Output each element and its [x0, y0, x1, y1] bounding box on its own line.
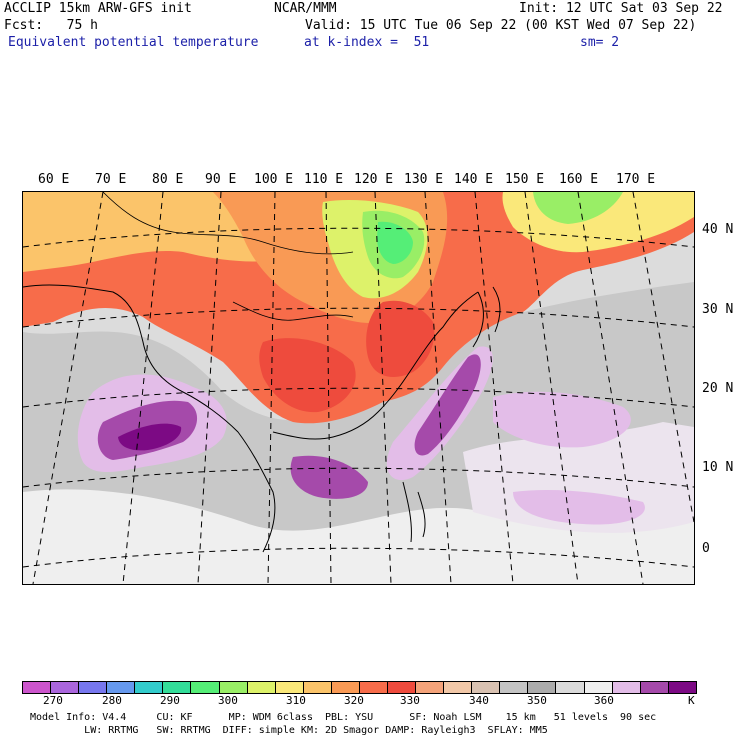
- philippines-coastline: [402, 481, 426, 543]
- lon-label: 130 E: [404, 172, 444, 187]
- scale-tick: 270: [43, 694, 63, 707]
- coastline: [23, 284, 479, 553]
- lon-label: 140 E: [454, 172, 494, 187]
- scale-tick: 360: [594, 694, 614, 707]
- color-swatch: [51, 682, 80, 693]
- color-swatch: [247, 682, 276, 693]
- color-swatch: [191, 682, 220, 693]
- lavender-field: [513, 490, 645, 525]
- scale-tick: 280: [102, 694, 122, 707]
- model-title: ACCLIP 15km ARW-GFS init: [4, 1, 192, 16]
- lon-label: 60 E: [38, 172, 70, 187]
- green-field: [533, 192, 623, 224]
- lat-label: 40 N: [702, 222, 734, 237]
- scale-tick: 350: [527, 694, 547, 707]
- country-border: [102, 192, 354, 321]
- lon-label: 100 E: [254, 172, 294, 187]
- color-scale-bar: [22, 681, 697, 694]
- color-swatch: [219, 682, 248, 693]
- institution-label: NCAR/MMM: [274, 1, 337, 16]
- smoothing-label: sm= 2: [580, 35, 620, 50]
- color-swatch: [135, 682, 164, 693]
- scale-tick: 300: [218, 694, 238, 707]
- color-swatch: [303, 682, 332, 693]
- green-field: [377, 221, 413, 264]
- graticule: [23, 192, 694, 584]
- red-field: [259, 338, 356, 413]
- lat-label: 0: [702, 541, 710, 556]
- lon-label: 110 E: [304, 172, 344, 187]
- model-info-line2: LW: RRTMG SW: RRTMG DIFF: simple KM: 2D …: [30, 725, 548, 736]
- japan-coastline: [472, 286, 501, 348]
- purple-field: [290, 455, 368, 499]
- lon-label: 80 E: [152, 172, 184, 187]
- color-swatch: [163, 682, 192, 693]
- color-swatch: [556, 682, 585, 693]
- lavender-field: [493, 391, 631, 448]
- scale-tick: 320: [344, 694, 364, 707]
- color-swatch: [107, 682, 136, 693]
- scale-tick: 310: [286, 694, 306, 707]
- color-swatch: [388, 682, 417, 693]
- color-swatch: [79, 682, 108, 693]
- color-swatch: [23, 682, 52, 693]
- lon-label: 70 E: [95, 172, 127, 187]
- lon-label: 160 E: [559, 172, 599, 187]
- scale-tick: 340: [469, 694, 489, 707]
- scale-unit: K: [688, 694, 695, 707]
- color-swatch: [640, 682, 669, 693]
- purple-field: [414, 354, 481, 456]
- dark-purple-field: [118, 423, 182, 451]
- color-swatch: [331, 682, 360, 693]
- scale-tick: 290: [160, 694, 180, 707]
- red-field: [366, 300, 435, 377]
- color-swatch: [528, 682, 557, 693]
- lat-label: 20 N: [702, 381, 734, 396]
- lon-label: 120 E: [354, 172, 394, 187]
- color-swatch: [444, 682, 473, 693]
- init-time: Init: 12 UTC Sat 03 Sep 22: [519, 1, 723, 16]
- field-name: Equivalent potential temperature: [8, 35, 259, 50]
- lat-label: 10 N: [702, 460, 734, 475]
- color-swatch: [668, 682, 696, 693]
- forecast-hour: Fcst: 75 h: [4, 18, 98, 33]
- color-swatch: [500, 682, 529, 693]
- theta-e-map: [23, 192, 694, 584]
- color-swatch: [359, 682, 389, 693]
- map-panel: [22, 191, 695, 585]
- model-level: at k-index = 51: [304, 35, 430, 50]
- lon-label: 150 E: [505, 172, 545, 187]
- valid-time: Valid: 15 UTC Tue 06 Sep 22 (00 KST Wed …: [305, 18, 697, 33]
- model-info-line1: Model Info: V4.4 CU: KF MP: WDM 6class P…: [30, 712, 657, 723]
- lat-label: 30 N: [702, 302, 734, 317]
- light-gray-field: [23, 489, 694, 584]
- color-swatch: [612, 682, 641, 693]
- lon-label: 90 E: [205, 172, 237, 187]
- color-swatch: [472, 682, 501, 693]
- color-swatch: [416, 682, 445, 693]
- lon-label: 170 E: [616, 172, 656, 187]
- color-swatch: [584, 682, 613, 693]
- scale-tick: 330: [400, 694, 420, 707]
- color-swatch: [275, 682, 304, 693]
